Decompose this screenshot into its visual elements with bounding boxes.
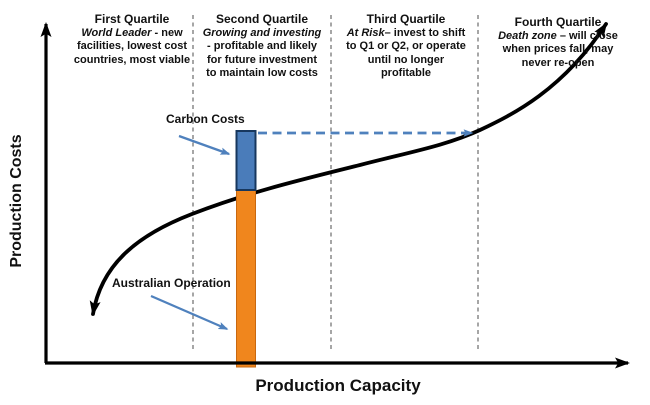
quartile-desc: Growing and investing - profitable and li… — [202, 26, 322, 80]
quartile-title: Third Quartile — [366, 12, 446, 26]
quartile-desc: At Risk– invest to shift to Q1 or Q2, or … — [346, 26, 466, 80]
australian-operation-bar — [236, 189, 256, 368]
carbon-cost-bar — [235, 130, 257, 191]
y-axis-label: Production Costs — [8, 134, 25, 268]
carbon-costs-label: Carbon Costs — [166, 112, 245, 126]
quartile-desc: World Leader - new facilities, lowest cos… — [73, 26, 191, 66]
quartile-block-second: Second Quartile Growing and investing - p… — [196, 12, 328, 81]
quartile-block-fourth: Fourth Quartile Death zone – will close w… — [488, 15, 628, 70]
quartile-title: Fourth Quartile — [514, 15, 602, 29]
quartile-title: First Quartile — [94, 12, 170, 26]
carbon-costs-arrow — [178, 134, 231, 156]
x-axis-label: Production Capacity — [255, 376, 421, 395]
cost-curve-line — [89, 22, 608, 316]
australian-operation-arrow — [150, 294, 229, 331]
quartile-block-first: First Quartile World Leader - new facilit… — [66, 12, 198, 67]
australian-operation-label: Australian Operation — [112, 276, 231, 290]
quartile-title: Second Quartile — [215, 12, 309, 26]
quartile-desc: Death zone – will close when prices fall,… — [498, 29, 618, 69]
quartile-block-third: Third Quartile At Risk– invest to shift t… — [337, 12, 475, 81]
